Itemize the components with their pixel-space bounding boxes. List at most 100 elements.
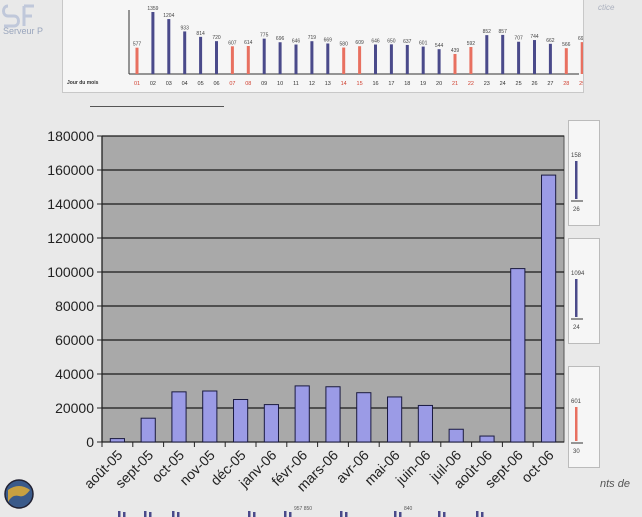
daily-day-label: 20: [436, 81, 442, 87]
daily-value-label: 857: [499, 29, 508, 35]
y-tick-label: 120000: [47, 230, 94, 246]
side-bottom-label: 30: [573, 449, 580, 455]
strip-bar: [253, 512, 256, 517]
daily-day-label: 11: [293, 81, 299, 87]
daily-value-label: 609: [355, 40, 364, 46]
daily-value-label: 696: [276, 36, 285, 42]
x-tick-label: oct-06: [518, 447, 557, 486]
daily-value-label: 601: [419, 41, 428, 47]
strip-label: 957 850: [294, 506, 312, 512]
practice-text: ctice: [598, 3, 615, 12]
daily-bar: [548, 43, 552, 74]
side-bottom-label: 26: [573, 207, 580, 213]
daily-day-label: 16: [372, 81, 378, 87]
daily-value-label: 720: [212, 35, 221, 41]
daily-day-label: 04: [182, 81, 188, 87]
daily-day-label: 27: [547, 81, 553, 87]
daily-bar: [533, 40, 536, 74]
daily-value-label: 775: [260, 33, 269, 39]
side-bar: [575, 279, 578, 317]
strip-bar: [345, 512, 348, 517]
daily-bar: [246, 45, 250, 74]
daily-value-label: 669: [324, 37, 333, 43]
daily-value-label: 577: [133, 42, 142, 48]
side-top-label: 158: [571, 153, 582, 159]
daily-bar: [517, 41, 521, 74]
bar: [417, 404, 433, 443]
daily-day-label: 01: [134, 81, 140, 87]
strip-bar: [289, 512, 292, 517]
daily-chart-panel: Jour du mois 577 01 1359 02 1204 03 933 04 814 05 7…: [62, 0, 584, 93]
strip-bar: [443, 512, 446, 517]
daily-value-label: 646: [292, 39, 301, 45]
daily-day-label: 22: [468, 81, 474, 87]
daily-value-label: 650: [387, 38, 396, 44]
side-bar: [575, 161, 578, 199]
daily-bar: [183, 31, 187, 74]
side-top-label: 1094: [571, 271, 585, 277]
daily-day-label: 23: [484, 81, 490, 87]
strip-bar: [284, 511, 287, 517]
side-bottom-label: 24: [573, 325, 580, 331]
strip-bar: [340, 511, 343, 517]
strip-bar: [177, 512, 180, 517]
daily-value-label: 439: [451, 48, 460, 54]
strip-bar: [144, 511, 147, 517]
globe-icon: [4, 479, 34, 509]
strip-bar: [149, 512, 152, 517]
bar: [448, 428, 464, 443]
daily-day-label: 07: [229, 81, 235, 87]
daily-bar: [199, 36, 203, 74]
bar: [140, 417, 156, 443]
daily-value-label: 707: [514, 36, 523, 42]
strip-bar: [438, 511, 441, 517]
daily-value-label: 646: [371, 39, 380, 45]
side-panel-3: 601 30: [568, 366, 600, 468]
daily-day-label: 05: [198, 81, 204, 87]
side-panel-2: 1094 24: [568, 238, 600, 344]
daily-value-label: 814: [196, 31, 205, 37]
daily-axis-label: Jour du mois: [67, 80, 99, 86]
daily-chart: Jour du mois 577 01 1359 02 1204 03 933 04 814 05 7…: [67, 6, 583, 87]
daily-bar: [469, 46, 473, 74]
daily-bar: [310, 41, 314, 74]
daily-bar: [405, 44, 409, 74]
daily-day-label: 15: [357, 81, 363, 87]
bar: [109, 438, 125, 443]
daily-day-label: 13: [325, 81, 331, 87]
daily-day-label: 10: [277, 81, 283, 87]
daily-day-label: 12: [309, 81, 315, 87]
strip-bar: [476, 511, 479, 517]
daily-value-label: 852: [483, 29, 492, 35]
bottom-label: nts de: [600, 478, 630, 490]
daily-value-label: 637: [403, 39, 412, 45]
daily-bar: [389, 44, 393, 74]
side-bar: [575, 407, 578, 441]
daily-bar: [358, 46, 362, 74]
daily-value-label: 544: [435, 43, 444, 49]
daily-day-label: 21: [452, 81, 458, 87]
daily-day-label: 25: [516, 81, 522, 87]
daily-day-label: 26: [531, 81, 537, 87]
daily-day-label: 17: [388, 81, 394, 87]
daily-value-label: 592: [467, 41, 476, 47]
strip-label: 840: [404, 506, 413, 512]
x-tick-label: mai-06: [361, 447, 403, 489]
bottom-strip-chart: 957 850 840: [118, 506, 484, 517]
daily-value-label: 933: [181, 25, 190, 31]
daily-bar: [564, 48, 568, 74]
daily-bar: [580, 42, 583, 74]
strip-bar: [481, 512, 484, 517]
daily-bar: [151, 12, 155, 74]
bar: [541, 174, 557, 443]
y-tick-label: 20000: [55, 400, 94, 416]
daily-bar: [262, 38, 266, 74]
daily-day-label: 19: [420, 81, 426, 87]
logo-text: Serveur P: [3, 26, 44, 36]
bar: [202, 390, 218, 443]
daily-bar: [421, 46, 425, 74]
y-tick-label: 60000: [55, 332, 94, 348]
daily-day-label: 08: [245, 81, 251, 87]
daily-bar: [215, 41, 218, 74]
daily-bar: [135, 47, 139, 74]
